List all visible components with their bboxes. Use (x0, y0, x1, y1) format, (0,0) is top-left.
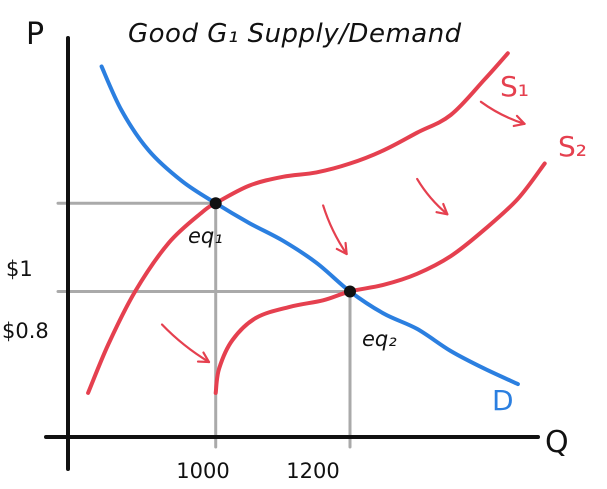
chart-labels: Good G₁ Supply/Demand P Q $1 $0.8 1000 1… (2, 17, 587, 483)
x-axis-label: Q (545, 425, 569, 460)
shift-arrows (160, 100, 526, 364)
s2-label: S₂ (558, 130, 587, 163)
eq1-label: eq₁ (188, 224, 223, 248)
shift-arrow-1 (160, 323, 211, 364)
shift-arrow-2 (322, 204, 348, 256)
d-label: D (492, 384, 514, 417)
demand-curve (99, 64, 520, 387)
equilibrium-point-1 (209, 197, 222, 210)
equilibrium-points (209, 197, 356, 298)
shift-arrow-4 (479, 100, 526, 128)
supply-curve-s2 (213, 161, 547, 395)
x-tick-label-1200: 1200 (286, 459, 339, 483)
eq2-label: eq₂ (362, 327, 397, 351)
y-axis-label: P (26, 17, 44, 52)
equilibrium-point-2 (344, 285, 356, 298)
axes (44, 36, 540, 471)
s1-label: S₁ (500, 70, 529, 103)
y-tick-label-0-8: $0.8 (2, 319, 49, 343)
shift-arrow-3 (416, 177, 449, 216)
chart-title: Good G₁ Supply/Demand (128, 19, 462, 49)
curves (86, 51, 547, 395)
x-tick-label-1000: 1000 (176, 459, 229, 483)
guide-lines (56, 201, 352, 449)
y-tick-label-1: $1 (6, 257, 33, 281)
supply-curve-s1 (86, 51, 510, 395)
